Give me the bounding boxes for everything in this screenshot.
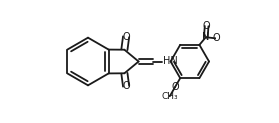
Text: O: O bbox=[122, 32, 130, 42]
Text: HN: HN bbox=[163, 56, 178, 66]
Text: O: O bbox=[122, 81, 130, 91]
Text: O: O bbox=[213, 33, 220, 43]
Text: CH₃: CH₃ bbox=[162, 92, 178, 101]
Text: O: O bbox=[171, 82, 179, 92]
Text: O: O bbox=[203, 21, 210, 31]
Text: N: N bbox=[202, 32, 210, 42]
